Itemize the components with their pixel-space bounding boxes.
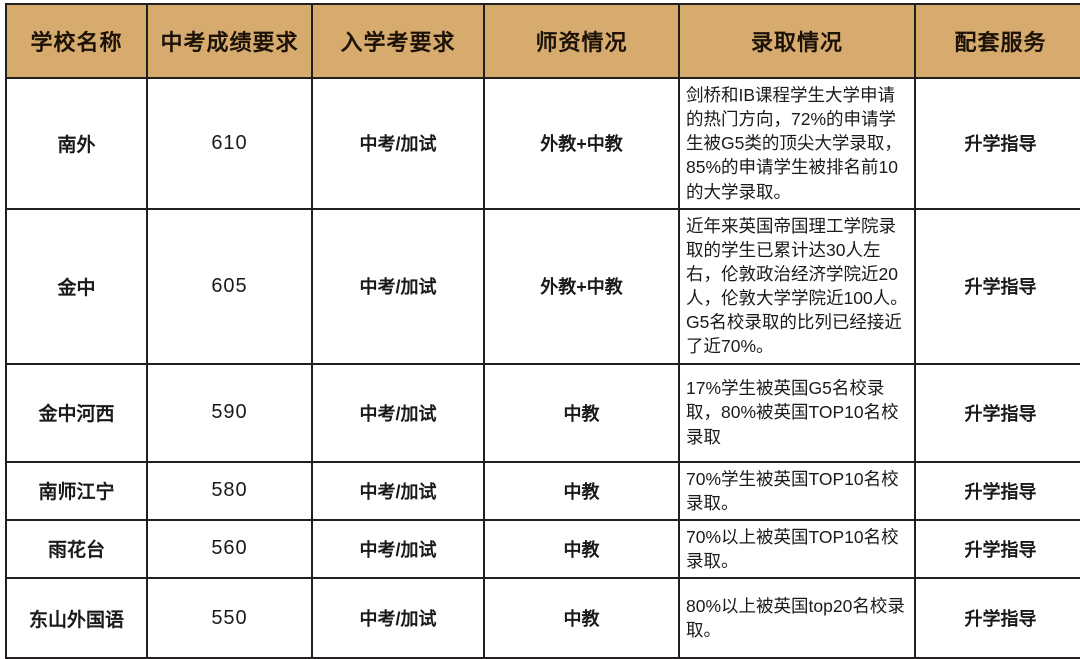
cell-admissions: 近年来英国帝国理工学院录取的学生已累计达30人左右，伦敦政治经济学院近20人，伦… xyxy=(678,207,916,365)
school-comparison-table: 学校名称 中考成绩要求 入学考要求 师资情况 录取情况 配套服务 南外 610 … xyxy=(5,3,1080,659)
cell-entrance-exam: 中考/加试 xyxy=(311,77,485,210)
cell-school-name: 南外 xyxy=(5,77,148,210)
school-comparison-table-container: 学校名称 中考成绩要求 入学考要求 师资情况 录取情况 配套服务 南外 610 … xyxy=(5,3,1080,659)
cell-admissions: 17%学生被英国G5名校录取，80%被英国TOP10名校录取 xyxy=(678,362,916,463)
cell-admissions: 70%以上被英国TOP10名校录取。 xyxy=(678,518,916,580)
cell-admissions: 70%学生被英国TOP10名校录取。 xyxy=(678,460,916,521)
cell-score: 580 xyxy=(146,460,313,521)
cell-services: 升学指导 xyxy=(914,77,1080,210)
table-row: 金中 605 中考/加试 外教+中教 近年来英国帝国理工学院录取的学生已累计达3… xyxy=(5,207,1080,365)
cell-score: 605 xyxy=(146,207,313,365)
cell-services: 升学指导 xyxy=(914,577,1080,659)
column-header-faculty: 师资情况 xyxy=(483,3,680,79)
header-row: 学校名称 中考成绩要求 入学考要求 师资情况 录取情况 配套服务 xyxy=(5,3,1080,79)
cell-entrance-exam: 中考/加试 xyxy=(311,460,485,521)
cell-services: 升学指导 xyxy=(914,518,1080,580)
table-row: 雨花台 560 中考/加试 中教 70%以上被英国TOP10名校录取。 升学指导 xyxy=(5,518,1080,580)
cell-school-name: 东山外国语 xyxy=(5,577,148,659)
cell-faculty: 中教 xyxy=(483,362,680,463)
cell-school-name: 雨花台 xyxy=(5,518,148,580)
cell-faculty: 中教 xyxy=(483,460,680,521)
cell-score: 550 xyxy=(146,577,313,659)
column-header-score: 中考成绩要求 xyxy=(146,3,313,79)
cell-score: 560 xyxy=(146,518,313,580)
cell-entrance-exam: 中考/加试 xyxy=(311,207,485,365)
column-header-services: 配套服务 xyxy=(914,3,1080,79)
column-header-admissions: 录取情况 xyxy=(678,3,916,79)
cell-admissions: 80%以上被英国top20名校录取。 xyxy=(678,577,916,659)
table-row: 东山外国语 550 中考/加试 中教 80%以上被英国top20名校录取。 升学… xyxy=(5,577,1080,659)
column-header-entrance-exam: 入学考要求 xyxy=(311,3,485,79)
cell-school-name: 金中河西 xyxy=(5,362,148,463)
cell-admissions: 剑桥和IB课程学生大学申请的热门方向，72%的申请学生被G5类的顶尖大学录取，8… xyxy=(678,77,916,210)
cell-services: 升学指导 xyxy=(914,207,1080,365)
cell-entrance-exam: 中考/加试 xyxy=(311,518,485,580)
cell-faculty: 中教 xyxy=(483,518,680,580)
cell-entrance-exam: 中考/加试 xyxy=(311,362,485,463)
table-row: 南师江宁 580 中考/加试 中教 70%学生被英国TOP10名校录取。 升学指… xyxy=(5,460,1080,521)
cell-services: 升学指导 xyxy=(914,362,1080,463)
cell-faculty: 中教 xyxy=(483,577,680,659)
table-header: 学校名称 中考成绩要求 入学考要求 师资情况 录取情况 配套服务 xyxy=(5,3,1080,79)
column-header-school-name: 学校名称 xyxy=(5,3,148,79)
cell-services: 升学指导 xyxy=(914,460,1080,521)
table-row: 金中河西 590 中考/加试 中教 17%学生被英国G5名校录取，80%被英国T… xyxy=(5,362,1080,463)
cell-entrance-exam: 中考/加试 xyxy=(311,577,485,659)
cell-score: 590 xyxy=(146,362,313,463)
cell-school-name: 金中 xyxy=(5,207,148,365)
cell-score: 610 xyxy=(146,77,313,210)
cell-faculty: 外教+中教 xyxy=(483,77,680,210)
cell-faculty: 外教+中教 xyxy=(483,207,680,365)
table-body: 南外 610 中考/加试 外教+中教 剑桥和IB课程学生大学申请的热门方向，72… xyxy=(5,77,1080,659)
table-row: 南外 610 中考/加试 外教+中教 剑桥和IB课程学生大学申请的热门方向，72… xyxy=(5,77,1080,210)
cell-school-name: 南师江宁 xyxy=(5,460,148,521)
